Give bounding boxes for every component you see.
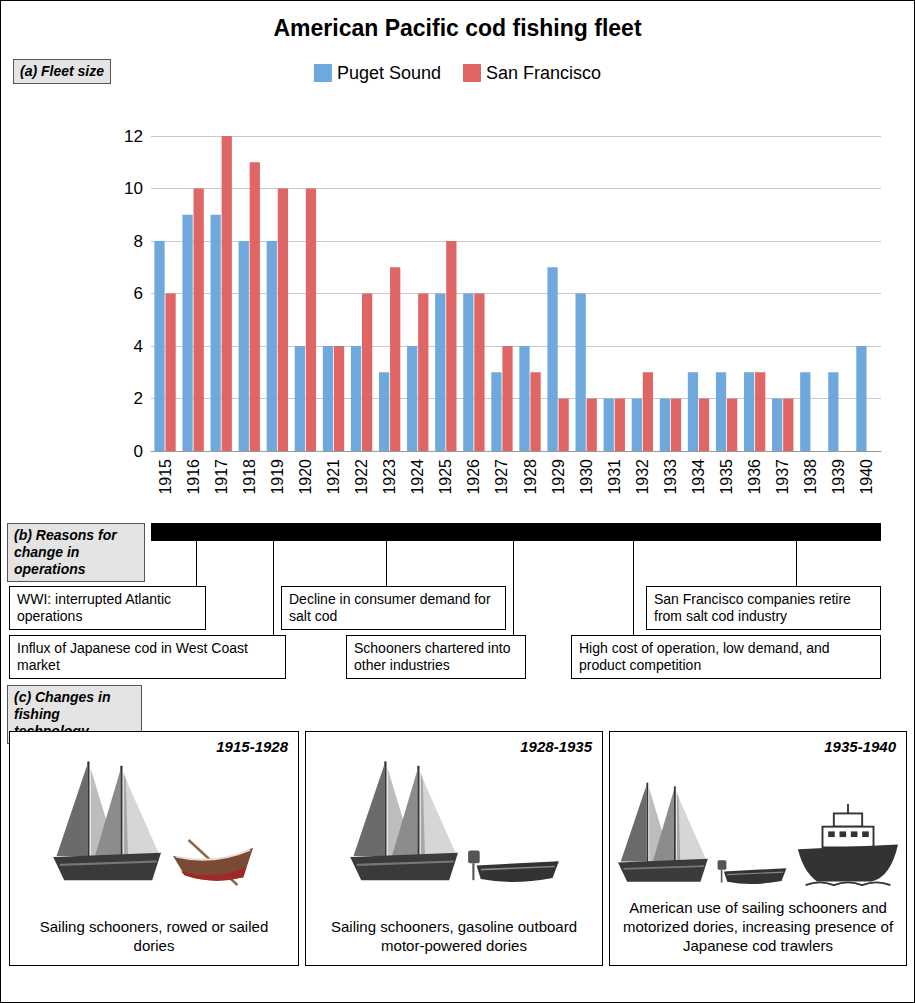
html-text:American Pacific cod fishing f: American Pacific cod fishing fleet (273, 15, 642, 41)
svg-text:1918: 1918 (241, 459, 258, 495)
svg-text:2: 2 (134, 389, 143, 408)
html-text:Influx of Japanese cod in West: Influx of Japanese cod in West Coast mar… (17, 640, 248, 673)
svg-text:1920: 1920 (297, 459, 314, 495)
html-text:1928-1935: 1928-1935 (520, 738, 592, 755)
svg-text:0: 0 (134, 442, 143, 461)
svg-text:1939: 1939 (830, 459, 847, 495)
svg-text:1921: 1921 (325, 459, 342, 495)
svg-text:1916: 1916 (185, 459, 202, 495)
html-text:San Francisco companies retire: San Francisco companies retire from salt… (654, 591, 851, 624)
svg-text:1924: 1924 (409, 459, 426, 495)
svg-text:1925: 1925 (437, 459, 454, 495)
html-text:High cost of operation, low de: High cost of operation, low demand, and … (579, 640, 830, 673)
svg-text:1923: 1923 (381, 459, 398, 495)
svg-text:1934: 1934 (690, 459, 707, 495)
svg-text:1935: 1935 (718, 459, 735, 495)
svg-text:1937: 1937 (774, 459, 791, 495)
html-text:(a) Fleet size: (a) Fleet size (20, 63, 104, 79)
html-text:American use of sailing schoon: American use of sailing schooners and mo… (622, 899, 894, 954)
svg-text:1932: 1932 (634, 459, 651, 495)
html-text:(c) Changes in fishing technol: (c) Changes in fishing technology (14, 689, 111, 739)
svg-text:4: 4 (134, 337, 143, 356)
svg-text:1922: 1922 (353, 459, 370, 495)
html-text:1915-1928: 1915-1928 (216, 738, 288, 755)
svg-text:1926: 1926 (465, 459, 482, 495)
svg-text:1915: 1915 (157, 459, 174, 495)
html-text:WWI: interrupted Atlantic oper: WWI: interrupted Atlantic operations (17, 591, 172, 624)
html-text:(b) Reasons for change in oper: (b) Reasons for change in operations (14, 527, 117, 577)
html-text:Decline in consumer demand for: Decline in consumer demand for salt cod (289, 591, 491, 624)
html-text:Schooners chartered into other: Schooners chartered into other industrie… (354, 640, 511, 673)
svg-text:1930: 1930 (578, 459, 595, 495)
svg-text:1928: 1928 (522, 459, 539, 495)
svg-text:1929: 1929 (550, 459, 567, 495)
html-text:1935-1940: 1935-1940 (824, 738, 896, 755)
svg-text:San Francisco: San Francisco (486, 63, 601, 83)
svg-text:8: 8 (134, 232, 143, 251)
svg-text:12: 12 (124, 127, 143, 146)
svg-text:1917: 1917 (213, 459, 230, 495)
html-text:Sailing schooners, rowed or sa: Sailing schooners, rowed or sailed dorie… (39, 918, 269, 954)
svg-text:Puget Sound: Puget Sound (337, 63, 441, 83)
html-text:Sailing schooners, gasoline ou: Sailing schooners, gasoline outboard mot… (331, 918, 577, 954)
svg-text:1940: 1940 (858, 459, 875, 495)
svg-text:10: 10 (124, 179, 143, 198)
svg-text:1936: 1936 (746, 459, 763, 495)
svg-text:1933: 1933 (662, 459, 679, 495)
svg-text:6: 6 (134, 284, 143, 303)
svg-text:1919: 1919 (269, 459, 286, 495)
svg-text:1927: 1927 (493, 459, 510, 495)
svg-text:1931: 1931 (606, 459, 623, 495)
svg-text:1938: 1938 (802, 459, 819, 495)
